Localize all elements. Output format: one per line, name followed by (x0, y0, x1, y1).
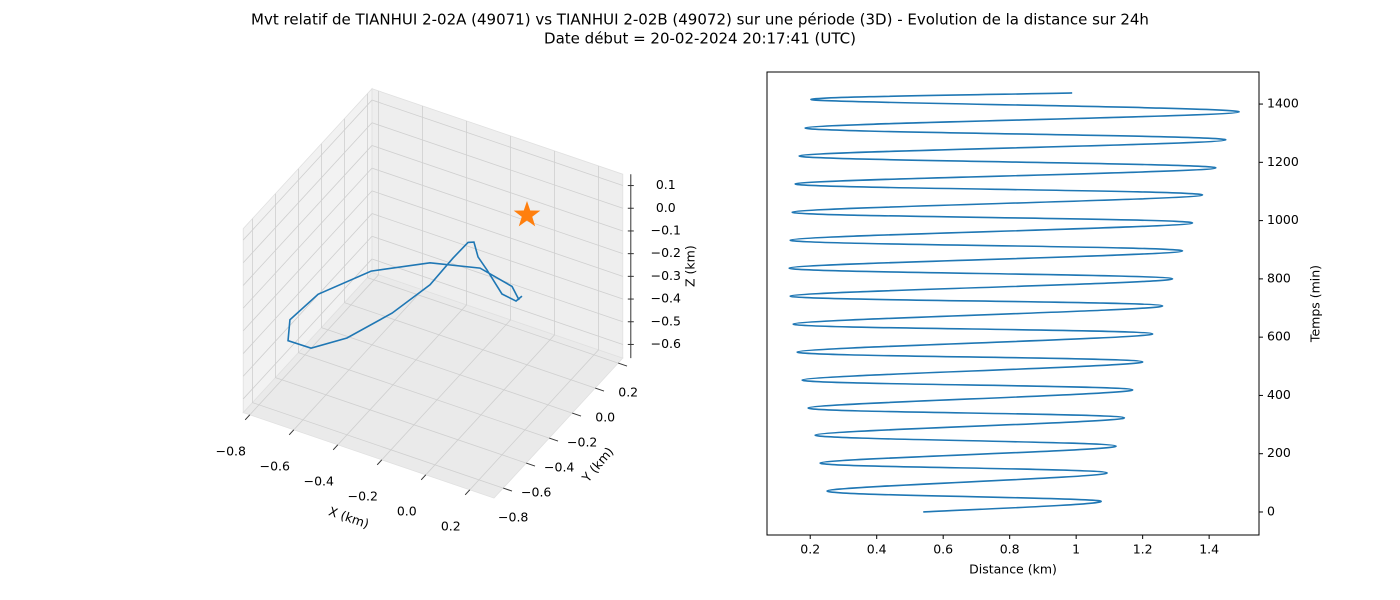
y-axis-label: Temps (min) (1308, 265, 1323, 343)
grid-line (371, 213, 623, 300)
grid-line (337, 304, 467, 446)
distance-line (788, 92, 1240, 513)
grid-line (242, 99, 373, 241)
grid-line (242, 213, 373, 354)
x-tick-label: 0.0 (397, 503, 417, 518)
x-tick-label: −0.4 (304, 473, 334, 488)
grid-line (293, 289, 423, 431)
grid-line (242, 122, 373, 264)
x-tick-label: −0.6 (260, 458, 290, 473)
x-tick (332, 444, 339, 451)
grid-line (367, 277, 619, 364)
grid-line (242, 235, 373, 377)
x-tick-label: 0.2 (441, 518, 461, 533)
back-pane (371, 88, 624, 359)
x-tick (244, 414, 251, 421)
y-tick-label: 600 (1267, 329, 1291, 344)
grid-line (242, 190, 373, 332)
y-tick-label: 0 (1267, 503, 1275, 518)
y-tick-label: −0.4 (544, 460, 574, 475)
grid-line (381, 319, 511, 461)
x-tick-label: 0.6 (933, 542, 953, 557)
y-tick-label: 1400 (1267, 96, 1299, 111)
grid-line (371, 145, 623, 232)
y-tick-label: −0.8 (498, 510, 528, 525)
grid-line (242, 258, 373, 400)
z-tick-label: −0.4 (651, 291, 681, 306)
y-tick-label: 800 (1267, 270, 1291, 285)
grid-line (275, 377, 527, 464)
plot-frame (766, 71, 1260, 536)
y-tick-label: 400 (1267, 387, 1291, 402)
x-tick (376, 459, 383, 466)
z-tick-label: −0.1 (651, 222, 681, 237)
z-tick-label: 0.1 (656, 177, 676, 192)
grid-line (371, 258, 623, 345)
grid-line (298, 352, 550, 439)
x-tick-label: −0.8 (216, 443, 246, 458)
reference-star (513, 201, 541, 227)
z-tick-label: 0.0 (656, 200, 676, 215)
y-tick (618, 362, 628, 367)
y-tick-label: 0.2 (618, 385, 638, 400)
x-tick-label: 0.2 (800, 542, 820, 557)
grid-line (371, 235, 623, 323)
grid-line (371, 122, 623, 209)
grid-line (249, 274, 379, 416)
z-tick-label: −0.6 (651, 336, 681, 351)
x-tick-label: 0.8 (1000, 542, 1020, 557)
x-tick (288, 429, 295, 436)
y-tick-label: 1200 (1267, 154, 1299, 169)
y-tick-label: 0.0 (595, 410, 615, 425)
x-tick-label: 0.4 (867, 542, 887, 557)
x-tick-label: 1.4 (1199, 542, 1219, 557)
trajectory (287, 241, 523, 349)
grid-line (371, 167, 623, 255)
x-axis-label: Distance (km) (969, 562, 1057, 577)
z-tick-label: −0.5 (651, 313, 681, 328)
figure-subtitle: Date début = 20-02-2024 20:17:41 (UTC) (544, 30, 856, 48)
grid-line (252, 402, 504, 489)
x-tick-label: 1 (1072, 542, 1080, 557)
y-tick-label: 1000 (1267, 212, 1299, 227)
grid-line (371, 190, 623, 277)
x-tick (420, 474, 427, 481)
y-tick-label: −0.6 (521, 485, 551, 500)
y-tick-label: 200 (1267, 445, 1291, 460)
grid-line (242, 145, 373, 286)
y-tick-label: −0.2 (567, 435, 597, 450)
y-tick (595, 387, 605, 392)
y-tick (503, 487, 513, 492)
x-tick-label: 1.2 (1133, 542, 1153, 557)
x-tick-label: −0.2 (348, 488, 378, 503)
grid-line (321, 327, 573, 414)
x-tick (464, 489, 471, 496)
y-tick (549, 437, 559, 442)
grid-line (371, 99, 623, 186)
figure-title: Mvt relatif de TIANHUI 2-02A (49071) vs … (251, 11, 1149, 29)
z-axis-label: Z (km) (682, 245, 697, 287)
z-tick-label: −0.2 (651, 245, 681, 260)
y-axis-label: Y (km) (578, 444, 616, 486)
y-tick (572, 412, 582, 417)
x-axis-label: X (km) (327, 503, 371, 531)
grid-line (425, 334, 555, 476)
y-tick (526, 462, 536, 467)
grid-line (242, 167, 373, 309)
grid-line (469, 349, 599, 491)
z-tick-label: −0.3 (651, 268, 681, 283)
